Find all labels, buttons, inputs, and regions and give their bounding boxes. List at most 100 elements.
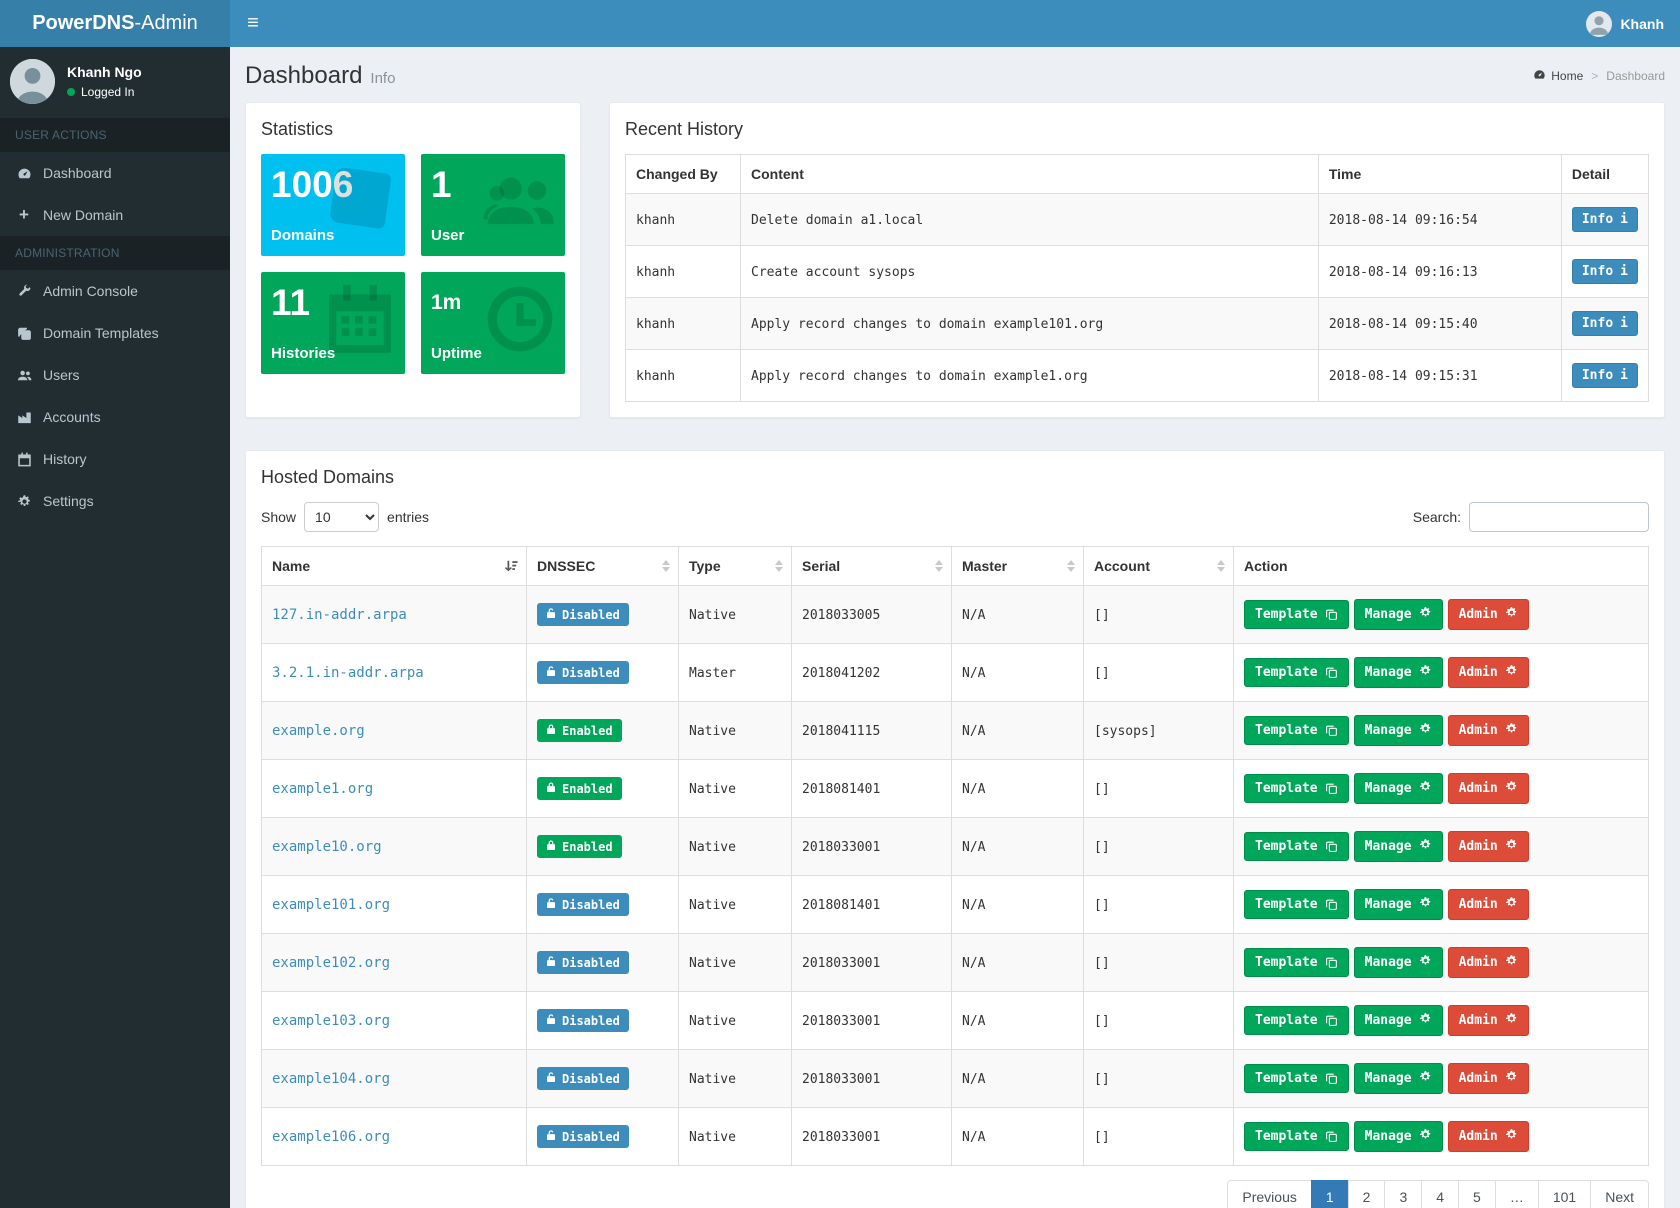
pagination-item[interactable]: 101 [1537, 1180, 1592, 1208]
domain-link[interactable]: example101.org [272, 896, 391, 913]
pagination-item[interactable]: Next [1590, 1180, 1649, 1208]
template-button[interactable]: Template [1244, 1006, 1349, 1035]
pagination-item[interactable]: 5 [1458, 1180, 1496, 1208]
sidebar-user-panel: Khanh Ngo Logged In [0, 47, 230, 118]
user-menu[interactable]: Khanh [1570, 0, 1680, 47]
admin-button[interactable]: Admin [1447, 1121, 1529, 1152]
sort-icon [662, 560, 670, 572]
domain-link[interactable]: 127.in-addr.arpa [272, 606, 407, 623]
sidebar-item-domain-templates[interactable]: Domain Templates [0, 312, 230, 354]
action-cell: Template Manage Admin [1233, 875, 1649, 934]
breadcrumb-home-link[interactable]: Home [1533, 68, 1583, 84]
template-button[interactable]: Template [1244, 774, 1349, 803]
pagination-item[interactable]: Previous [1227, 1180, 1312, 1208]
pagination-item[interactable]: 4 [1421, 1180, 1460, 1208]
sidebar-item-users[interactable]: Users [0, 354, 230, 396]
domain-link[interactable]: example106.org [272, 1128, 391, 1145]
search-input[interactable] [1469, 502, 1649, 532]
history-changed-by: khanh [625, 297, 741, 350]
template-button[interactable]: Template [1244, 600, 1349, 629]
info-button[interactable]: Info i [1571, 363, 1638, 388]
sidebar-section-user-actions: USER ACTIONS [0, 118, 230, 152]
admin-button[interactable]: Admin [1447, 657, 1529, 688]
domain-link[interactable]: example1.org [272, 780, 374, 797]
info-button[interactable]: Info i [1571, 207, 1638, 232]
sidebar-item-dashboard[interactable]: Dashboard [0, 152, 230, 194]
template-button[interactable]: Template [1244, 890, 1349, 919]
domain-link[interactable]: example103.org [272, 1012, 391, 1029]
sidebar-item-history[interactable]: History [0, 438, 230, 480]
template-button[interactable]: Template [1244, 1064, 1349, 1093]
column-header-type[interactable]: Type [678, 546, 792, 586]
domain-link[interactable]: example102.org [272, 954, 391, 971]
manage-button[interactable]: Manage [1353, 1005, 1443, 1036]
info-button[interactable]: Info i [1571, 259, 1638, 284]
admin-button[interactable]: Admin [1447, 831, 1529, 862]
template-button[interactable]: Template [1244, 716, 1349, 745]
calendar-icon [323, 282, 397, 356]
sidebar-section-administration: ADMINISTRATION [0, 236, 230, 270]
industry-icon [15, 409, 33, 425]
serial-cell: 2018033001 [791, 933, 952, 992]
domain-link[interactable]: example10.org [272, 838, 382, 855]
template-button[interactable]: Template [1244, 832, 1349, 861]
domain-link[interactable]: 3.2.1.in-addr.arpa [272, 664, 424, 681]
stat-box-domains: 1006 Domains [261, 154, 405, 256]
domain-link[interactable]: example.org [272, 722, 365, 739]
domain-link[interactable]: example104.org [272, 1070, 391, 1087]
manage-button[interactable]: Manage [1353, 1063, 1443, 1094]
column-header-dnssec[interactable]: DNSSEC [526, 546, 679, 586]
history-changed-by: khanh [625, 193, 741, 246]
admin-button[interactable]: Admin [1447, 1063, 1529, 1094]
template-button[interactable]: Template [1244, 1122, 1349, 1151]
column-header-serial[interactable]: Serial [791, 546, 952, 586]
table-row: khanh Create account sysops 2018-08-14 09:… [625, 245, 1650, 298]
sidebar-user-status-label: Logged In [81, 85, 135, 99]
column-header-label: Action [1244, 558, 1288, 574]
tachometer-icon [15, 165, 33, 181]
info-button[interactable]: Info i [1571, 311, 1638, 336]
brand-logo[interactable]: PowerDNS-Admin [0, 0, 230, 47]
admin-button[interactable]: Admin [1447, 715, 1529, 746]
sidebar-item-settings[interactable]: Settings [0, 480, 230, 522]
breadcrumb: Home > Dashboard [1533, 68, 1665, 84]
admin-button[interactable]: Admin [1447, 773, 1529, 804]
pagination-item[interactable]: 3 [1384, 1180, 1423, 1208]
account-cell: [] [1083, 1107, 1234, 1166]
dnssec-cell: Disabled [526, 991, 679, 1050]
column-header-name[interactable]: Name [261, 546, 527, 586]
pagination-item[interactable]: 2 [1347, 1180, 1386, 1208]
column-header-content: Content [740, 154, 1319, 194]
pagination-item[interactable]: … [1494, 1180, 1539, 1208]
admin-button[interactable]: Admin [1447, 599, 1529, 630]
page-size-select[interactable]: 10 [304, 502, 380, 532]
admin-button[interactable]: Admin [1447, 1005, 1529, 1036]
sidebar-item-admin-console[interactable]: Admin Console [0, 270, 230, 312]
menu-icon[interactable]: ≡ [247, 12, 259, 34]
sidebar-user-status[interactable]: Logged In [67, 85, 142, 99]
manage-button[interactable]: Manage [1353, 831, 1443, 862]
admin-button[interactable]: Admin [1447, 889, 1529, 920]
sidebar-item-accounts[interactable]: Accounts [0, 396, 230, 438]
manage-button[interactable]: Manage [1353, 657, 1443, 688]
pagination-item[interactable]: 1 [1310, 1180, 1349, 1208]
table-row: example101.org Disabled Native 2018081401 N/… [261, 875, 1649, 934]
manage-button[interactable]: Manage [1353, 773, 1443, 804]
manage-button[interactable]: Manage [1353, 947, 1443, 978]
table-row: 3.2.1.in-addr.arpa Disabled Master 20180412… [261, 643, 1649, 702]
column-header-account[interactable]: Account [1083, 546, 1234, 586]
admin-button[interactable]: Admin [1447, 947, 1529, 978]
manage-button[interactable]: Manage [1353, 1121, 1443, 1152]
sidebar: Khanh Ngo Logged In USER ACTIONS Dashboa… [0, 47, 230, 1208]
top-navbar: PowerDNS-Admin ≡ Khanh [0, 0, 1680, 47]
master-cell: N/A [951, 1107, 1084, 1166]
template-button[interactable]: Template [1244, 658, 1349, 687]
column-header-master[interactable]: Master [951, 546, 1084, 586]
sidebar-item-new-domain[interactable]: + New Domain [0, 194, 230, 236]
manage-button[interactable]: Manage [1353, 715, 1443, 746]
manage-button[interactable]: Manage [1353, 599, 1443, 630]
history-changed-by: khanh [625, 349, 741, 402]
template-button[interactable]: Template [1244, 948, 1349, 977]
table-row: example106.org Disabled Native 2018033001 N/… [261, 1107, 1649, 1166]
manage-button[interactable]: Manage [1353, 889, 1443, 920]
